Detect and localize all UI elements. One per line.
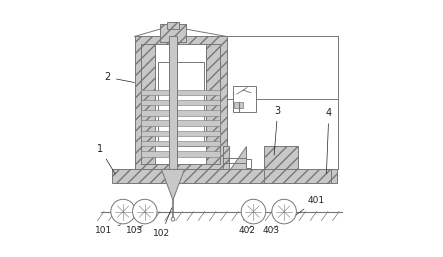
Bar — [206, 44, 220, 164]
Bar — [167, 22, 179, 29]
Bar — [141, 90, 220, 95]
Bar — [264, 169, 331, 183]
Text: 401: 401 — [286, 196, 325, 222]
Bar — [158, 62, 204, 146]
Text: 2: 2 — [105, 72, 134, 82]
Polygon shape — [161, 169, 184, 200]
Bar — [141, 100, 220, 105]
Circle shape — [171, 217, 175, 221]
Bar — [246, 159, 251, 168]
Bar — [141, 110, 220, 116]
Text: 1: 1 — [97, 144, 115, 174]
Bar — [141, 44, 155, 164]
Circle shape — [132, 199, 157, 224]
Text: 4: 4 — [326, 108, 332, 174]
Bar — [223, 146, 229, 169]
Bar — [141, 120, 220, 126]
Circle shape — [111, 199, 136, 224]
Circle shape — [272, 199, 296, 224]
Bar — [141, 44, 220, 164]
Bar — [264, 146, 298, 169]
Text: 3: 3 — [274, 106, 281, 155]
Polygon shape — [230, 146, 246, 169]
Bar — [135, 36, 227, 169]
Text: 102: 102 — [153, 208, 172, 238]
Bar — [169, 36, 177, 169]
Bar — [233, 86, 256, 112]
Bar — [112, 169, 337, 183]
Bar — [141, 131, 220, 136]
Text: 402: 402 — [239, 226, 256, 235]
Bar — [141, 141, 220, 146]
Bar — [234, 102, 244, 108]
Text: 403: 403 — [263, 226, 280, 235]
Bar — [160, 24, 186, 42]
Bar — [141, 151, 220, 157]
Text: 101: 101 — [95, 225, 120, 235]
Circle shape — [241, 199, 266, 224]
Text: 103: 103 — [126, 225, 143, 235]
